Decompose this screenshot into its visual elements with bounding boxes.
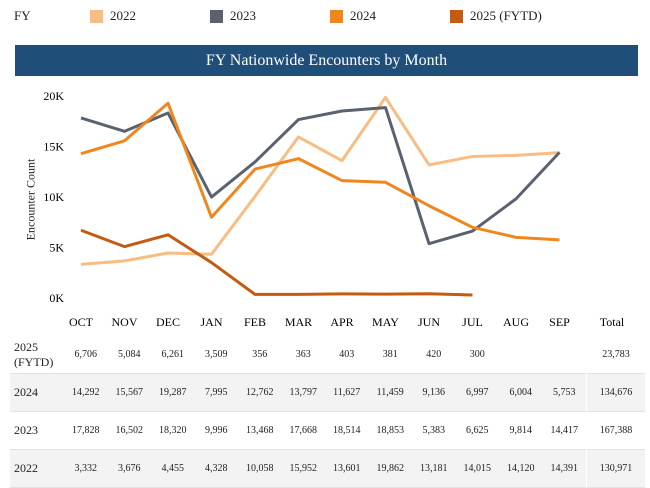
legend-swatch — [450, 9, 463, 23]
row-label: 2025 (FYTD) — [14, 339, 54, 369]
legend-label: 2023 — [230, 8, 256, 23]
table-cell: 14,292 — [64, 373, 108, 412]
series-line-2025-fytd-[interactable] — [80, 228, 473, 297]
y-tick-label: 20K — [43, 89, 64, 103]
x-tick-label: AUG — [503, 315, 529, 329]
table-cell: 5,753 — [542, 373, 587, 412]
table-cell: 18,853 — [376, 425, 405, 436]
series-line-2024[interactable] — [80, 101, 560, 242]
row-total: 23,783 — [586, 336, 645, 374]
table-cell: 300 — [469, 349, 485, 360]
table-cell: 4,328 — [194, 449, 238, 488]
x-tick-label: DEC — [156, 315, 180, 329]
table-cell: 403 — [339, 349, 355, 360]
table-cell: 12,762 — [238, 373, 282, 412]
table-cell: 363 — [295, 349, 311, 360]
legend-item-2023[interactable]: 2023 — [210, 8, 256, 24]
table-cell: 356 — [252, 349, 268, 360]
table-cell: 14,120 — [499, 449, 543, 488]
row-label: 2024 — [10, 373, 64, 412]
y-tick-label: 0K — [49, 291, 64, 305]
table-cell: 381 — [382, 349, 398, 360]
table-cell: 5,084 — [118, 349, 141, 360]
table-cell: 6,625 — [466, 425, 489, 436]
x-tick-label: NOV — [112, 315, 138, 329]
table-cell: 18,320 — [159, 425, 187, 436]
x-tick-label: SEP — [549, 315, 570, 329]
table-cell: 4,455 — [151, 449, 195, 488]
table-cell: 420 — [426, 349, 442, 360]
x-tick-label: APR — [330, 315, 353, 329]
table-cell: 13,181 — [412, 449, 456, 488]
legend-item-2025[interactable]: 2025 (FYTD) — [450, 8, 542, 24]
chart-title: FY Nationwide Encounters by Month — [15, 45, 638, 76]
y-tick-label: 15K — [43, 140, 64, 154]
table-cell: 15,567 — [107, 373, 151, 412]
table-cell: 6,997 — [455, 373, 499, 412]
table-cell: 14,417 — [550, 425, 579, 436]
y-tick-label: 10K — [43, 190, 64, 204]
table-cell: 9,814 — [509, 425, 533, 436]
legend: FY 2022 2023 2024 2025 (FYTD) — [0, 0, 650, 32]
legend-swatch — [330, 9, 343, 23]
table-row: 2022 3,332 3,676 4,455 4,328 10,058 15,952 13,6… — [10, 449, 645, 488]
table-cell: 3,509 — [205, 349, 228, 360]
x-tick-label: JAN — [200, 315, 222, 329]
legend-item-2022[interactable]: 2022 — [90, 8, 136, 24]
table-cell: 11,627 — [325, 373, 369, 412]
legend-swatch — [90, 9, 103, 23]
table-cell: 13,601 — [325, 449, 369, 488]
legend-label: 2024 — [350, 8, 376, 23]
x-tick-label: MAY — [372, 315, 399, 329]
table-cell: 3,676 — [107, 449, 151, 488]
table-cell: 13,468 — [246, 425, 274, 436]
table-cell: 15,952 — [281, 449, 325, 488]
data-table: 2025 (FYTD) 6,706 5,084 6,261 3,509 356 363 403… — [10, 336, 645, 488]
total-header: Total — [600, 315, 625, 329]
table-cell: 16,502 — [115, 425, 144, 436]
row-total: 167,388 — [586, 411, 645, 450]
x-tick-label: JUL — [462, 315, 483, 329]
y-tick-label: 5K — [49, 241, 64, 255]
table-cell: 14,391 — [542, 449, 587, 488]
table-cell: 9,996 — [205, 425, 228, 436]
table-cell: 11,459 — [368, 373, 412, 412]
table-cell: 7,995 — [194, 373, 238, 412]
x-tick-label: FEB — [244, 315, 266, 329]
x-tick-label: OCT — [69, 315, 94, 329]
legend-label: 2022 — [110, 8, 136, 23]
table-cell: 19,287 — [151, 373, 195, 412]
table-cell: 14,015 — [455, 449, 499, 488]
table-cell: 18,514 — [333, 425, 361, 436]
table-cell: 5,383 — [422, 425, 446, 436]
table-cell: 6,261 — [161, 349, 185, 360]
table-cell: 3,332 — [64, 449, 108, 488]
row-total: 130,971 — [586, 449, 645, 488]
table-cell: 13,797 — [281, 373, 325, 412]
series-line-2023[interactable] — [80, 106, 561, 246]
table-row: 2024 14,292 15,567 19,287 7,995 12,762 13,797 1… — [10, 373, 645, 412]
legend-label: 2025 (FYTD) — [470, 8, 542, 23]
table-cell: 10,058 — [238, 449, 282, 488]
row-label: 2022 — [10, 449, 64, 488]
x-tick-label: MAR — [285, 315, 312, 329]
table-row: 2023 17,828 16,502 18,320 9,996 13,468 17,668 1… — [10, 411, 645, 450]
legend-swatch — [210, 9, 223, 23]
legend-title: FY — [14, 8, 31, 23]
legend-item-2024[interactable]: 2024 — [330, 8, 376, 24]
table-cell: 17,668 — [289, 425, 318, 436]
table-cell — [543, 336, 587, 374]
series-line-2022[interactable] — [80, 95, 560, 266]
table-cell: 6,706 — [74, 349, 98, 360]
x-tick-label: JUN — [418, 315, 440, 329]
table-cell: 17,828 — [72, 425, 100, 436]
line-chart: 0K 5K 10K 15K 20K OCT NOV DEC JAN FEB MAR APR MAY JUN… — [43, 89, 625, 329]
table-row: 2025 (FYTD) 6,706 5,084 6,261 3,509 356 363 403… — [10, 336, 645, 374]
table-cell — [499, 336, 543, 374]
row-label: 2023 — [14, 423, 38, 437]
table-cell: 9,136 — [412, 373, 456, 412]
table-cell: 6,004 — [499, 373, 543, 412]
table-cell: 19,862 — [368, 449, 412, 488]
row-total: 134,676 — [586, 373, 645, 412]
